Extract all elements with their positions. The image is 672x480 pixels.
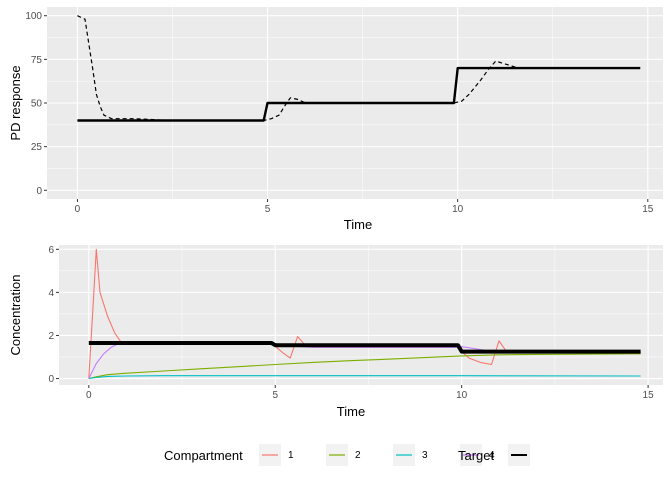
x-tick-label: 15 [643,390,655,401]
y-tick-label: 25 [31,142,43,153]
legend-title-compartment: Compartment [164,448,243,463]
x-tick-label: 15 [642,204,654,215]
series-line-1 [88,248,641,379]
legend-label-2: 2 [355,450,361,461]
x-axis-title: Time [344,217,372,232]
y-tick-label: 2 [48,331,54,342]
y-tick-label: 6 [48,245,54,256]
chart-panel-2: 0 5 10 15 0 2 4 6 Time Concentration [8,245,663,419]
legend-label-4: 4 [489,450,495,461]
x-tick-label: 0 [86,390,92,401]
legend-label-1: 1 [288,450,294,461]
x-tick-label: 5 [272,390,278,401]
legend-title-target: Target [458,448,495,463]
x-tick-label: 0 [75,204,81,215]
y-tick-label: 0 [48,374,54,385]
x-axis-title: Time [337,404,365,419]
series-line-3 [88,375,641,380]
series-line-pd-response [77,15,641,122]
y-tick-label: 50 [31,99,43,110]
y-tick-label: 0 [36,186,42,197]
legend-label-3: 3 [422,450,428,461]
x-tick-label: 10 [456,390,468,401]
y-tick-label: 4 [48,288,54,299]
series-line-2 [88,353,641,380]
chart-panel-1: 0 5 10 15 0 25 50 75 100 Time PD response [8,7,663,232]
series-line-target [77,66,641,122]
y-axis-title: Concentration [8,275,23,356]
y-axis-title: PD response [8,65,23,140]
x-tick-label: 5 [265,204,271,215]
y-tick-label: 100 [25,11,42,22]
x-tick-label: 10 [452,204,464,215]
series-line-target [88,341,641,354]
plot-background [59,245,663,385]
y-tick-label: 75 [31,55,43,66]
